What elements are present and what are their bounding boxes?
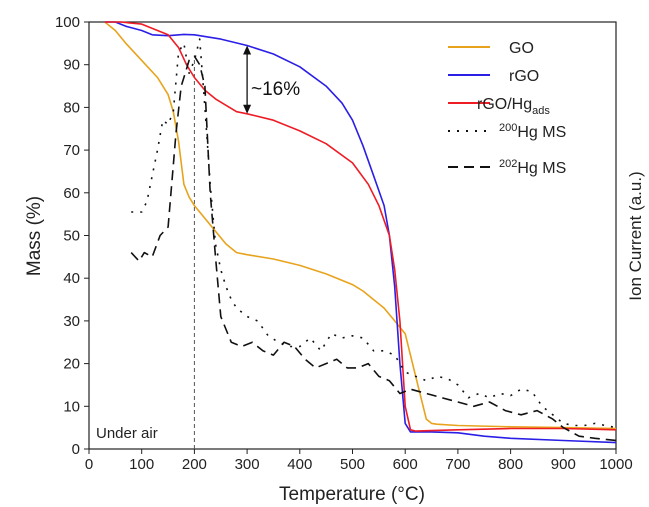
legend-label-hg202-main: Hg MS	[517, 160, 566, 177]
legend-label-rgo-hg-sub: ads	[532, 105, 550, 117]
x-tick-label: 300	[235, 456, 260, 473]
y-tick-label: 100	[55, 14, 80, 31]
series-rgo-line	[104, 21, 617, 444]
x-tick-label: 900	[551, 456, 576, 473]
x-axis-title: Temperature (°C)	[279, 484, 425, 505]
legend-label-hg200-sup: 200	[499, 122, 517, 134]
y-axis-title: Mass (%)	[24, 196, 45, 276]
y-tick-label: 30	[63, 313, 80, 330]
x-tick-label: 700	[445, 456, 470, 473]
legend-label-hg200-main: Hg MS	[517, 124, 566, 141]
y-tick-label: 70	[63, 142, 80, 159]
legend-label-hg202: 202Hg MS	[499, 158, 566, 177]
plot-frame	[88, 21, 617, 450]
y-axis-ticks: 0 10 20 30 40 50 60 70 80 90 100	[55, 14, 89, 458]
x-tick-label: 500	[340, 456, 365, 473]
series-go-line	[104, 21, 617, 430]
series-group	[104, 21, 617, 444]
arrow-head-top	[243, 45, 252, 55]
arrow-head-bottom	[243, 104, 252, 114]
y-tick-label: 60	[63, 185, 80, 202]
y-tick-label: 40	[63, 270, 80, 287]
legend-label-rgo-hg: rGO/Hgads	[477, 96, 550, 117]
legend-label-hg202-sup: 202	[499, 158, 517, 170]
y-tick-label: 10	[63, 398, 80, 415]
x-tick-label: 800	[498, 456, 523, 473]
x-axis-ticks: 0 100 200 300 400 500 600 700 800 900 1000	[85, 449, 633, 473]
x-tick-label: 0	[85, 456, 93, 473]
y-tick-label: 80	[63, 99, 80, 116]
x-tick-label: 400	[287, 456, 312, 473]
series-hg202-line	[130, 55, 617, 442]
y-tick-label: 50	[63, 228, 80, 245]
x-tick-label: 200	[182, 456, 207, 473]
series-rgo-hg-line	[104, 21, 617, 432]
y-tick-label: 20	[63, 356, 80, 373]
legend-label-go: GO	[509, 40, 534, 57]
x-tick-label: 100	[129, 456, 154, 473]
legend: GO rGO rGO/Hgads 200Hg MS 202Hg MS	[448, 40, 566, 177]
y-tick-label: 0	[72, 441, 80, 458]
legend-label-rgo: rGO	[509, 68, 539, 85]
x-tick-label: 1000	[599, 456, 632, 473]
y2-axis-title: Ion Current (a.u.)	[626, 171, 645, 300]
legend-label-rgo-hg-main: rGO/Hg	[477, 96, 532, 113]
series-hg200-line	[131, 38, 617, 429]
condition-label: Under air	[96, 425, 158, 442]
mass-loss-label: ~16%	[251, 79, 300, 100]
x-tick-label: 600	[393, 456, 418, 473]
y-tick-label: 90	[63, 57, 80, 74]
legend-label-hg200: 200Hg MS	[499, 122, 566, 141]
